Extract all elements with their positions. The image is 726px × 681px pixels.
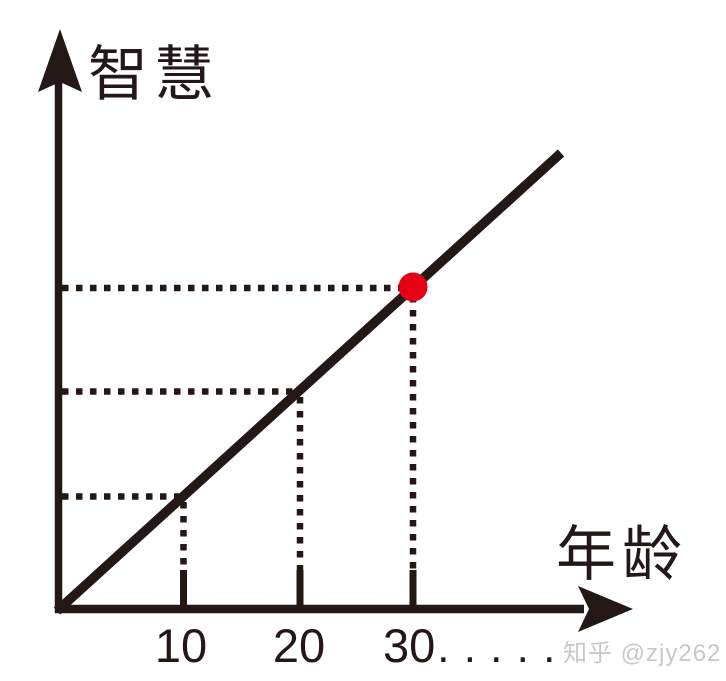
y-axis-label: 智慧 <box>88 41 220 108</box>
x-axis-arrow-icon <box>578 586 633 632</box>
tick-label-30: 30 <box>383 619 436 672</box>
tick-ellipsis: . . . . . <box>437 623 557 672</box>
x-axis-label: 年龄 <box>556 521 688 588</box>
tick-label-20: 20 <box>272 619 326 672</box>
highlight-point <box>398 272 428 302</box>
trend-line <box>53 149 565 615</box>
tick-label-10: 10 <box>154 619 208 672</box>
watermark: 知乎 @zjy262 <box>563 640 722 667</box>
y-axis-arrow-icon <box>38 29 82 92</box>
tick-label-30-group: 30 . . . . . <box>383 618 556 673</box>
